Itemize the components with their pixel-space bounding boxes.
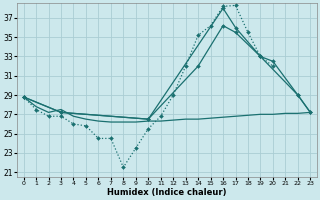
X-axis label: Humidex (Indice chaleur): Humidex (Indice chaleur) — [107, 188, 227, 197]
